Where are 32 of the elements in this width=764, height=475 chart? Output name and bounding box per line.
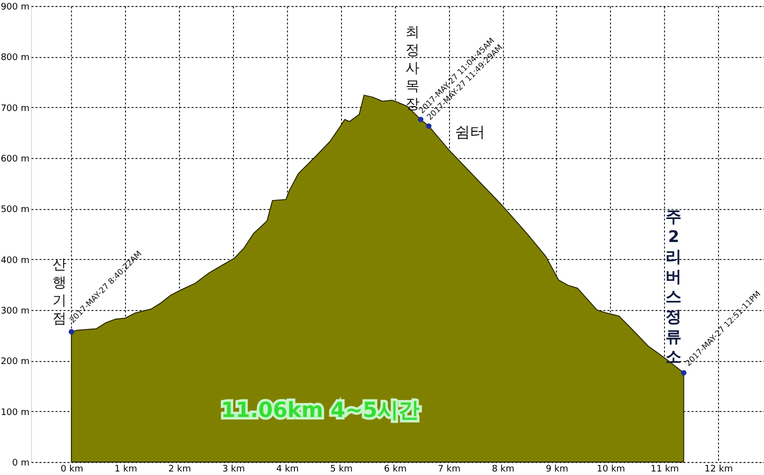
y-tick-label: 300 m — [0, 306, 30, 316]
x-tick-label: 7 km — [438, 464, 460, 474]
x-tick-label: 0 km — [60, 464, 84, 474]
point — [426, 123, 432, 129]
annotation: 주2리버스정류소 — [666, 206, 682, 366]
x-tick-label: 4 km — [276, 464, 299, 474]
x-tick-label: 3 km — [222, 464, 245, 474]
y-tick-label: 0 m — [12, 458, 30, 468]
x-tick-label: 6 km — [384, 464, 407, 474]
x-tick-label: 1 km — [114, 464, 138, 474]
annotation: 11.06km 4~5시간 — [221, 398, 420, 422]
annotation: 쉼터 — [454, 123, 485, 142]
y-tick-label: 200 m — [0, 357, 30, 368]
x-tick-label: 10 km — [596, 464, 626, 474]
y-tick-label: 800 m — [0, 53, 30, 64]
annotation: 산행기점 — [52, 256, 66, 327]
x-tick-label: 11 km — [650, 464, 679, 474]
point — [68, 329, 74, 335]
x-tick-label: 9 km — [546, 464, 568, 474]
x-tick-label: 12 km — [704, 464, 733, 474]
x-tick-label: 2 km — [168, 464, 192, 474]
point — [418, 116, 424, 122]
y-tick-label: 400 m — [0, 256, 30, 266]
annotation: 최정사목장 — [406, 24, 420, 112]
x-tick-label: 8 km — [492, 464, 514, 474]
y-tick-label: 600 m — [0, 154, 30, 164]
x-tick-label: 5 km — [330, 464, 353, 474]
y-tick-label: 900 m — [0, 2, 30, 12]
y-tick-label: 100 m — [0, 408, 30, 418]
y-tick-label: 700 m — [0, 104, 30, 114]
point — [680, 370, 686, 376]
y-tick-label: 500 m — [0, 205, 30, 216]
